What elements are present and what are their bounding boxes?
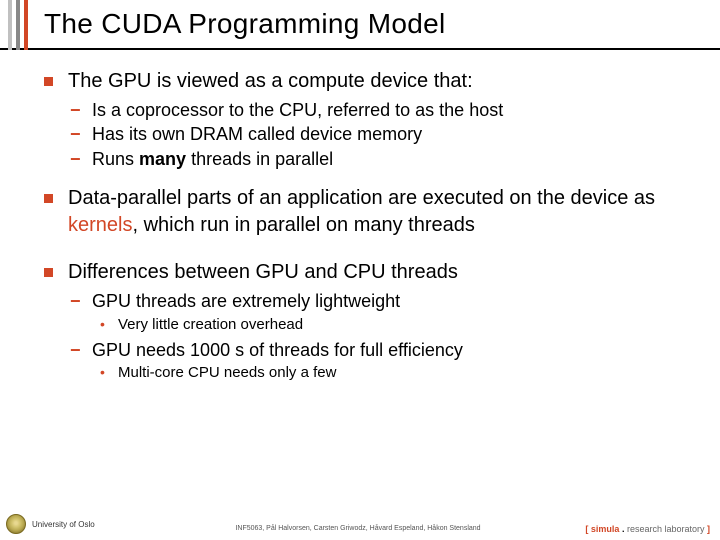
bullet-level3: Very little creation overhead xyxy=(48,315,692,335)
title-decoration xyxy=(8,0,36,48)
title-bar: The CUDA Programming Model xyxy=(0,0,720,50)
text: GPU threads are extremely lightweight xyxy=(92,291,400,311)
sub-list-2: Multi-core CPU needs only a few xyxy=(48,363,692,383)
bullet-level2: Has its own DRAM called device memory xyxy=(48,123,692,146)
bullet-level1: Differences between GPU and CPU threads xyxy=(48,259,692,286)
text: , which run in parallel on many threads xyxy=(132,214,474,236)
text: Is a coprocessor to the CPU, referred to… xyxy=(92,100,469,120)
footer: University of Oslo INF5063, Pål Halvorse… xyxy=(0,514,720,534)
text: Differences between GPU and CPU threads xyxy=(68,261,458,283)
deco-bar-2 xyxy=(16,0,20,50)
text: GPU needs 1000 s of threads for full eff… xyxy=(92,340,463,360)
bullet-level1: Data-parallel parts of an application ar… xyxy=(48,185,692,239)
text: Runs xyxy=(92,149,139,169)
bullet-level3: Multi-core CPU needs only a few xyxy=(48,363,692,383)
text: in parallel xyxy=(251,149,333,169)
emphasis-threads: threads xyxy=(191,149,251,169)
text: that: xyxy=(428,70,472,92)
footer-affiliation: University of Oslo xyxy=(32,520,95,529)
emphasis-device: device xyxy=(370,70,428,92)
footer-right: [ simula . research laboratory ] xyxy=(580,524,710,534)
emphasis-device-memory: device memory xyxy=(300,124,422,144)
university-seal-icon xyxy=(6,514,26,534)
text: Has its own DRAM called xyxy=(92,124,300,144)
text: Very little creation overhead xyxy=(118,316,303,333)
simula-rest: research laboratory xyxy=(627,524,705,534)
text: Multi-core CPU needs only a few xyxy=(118,364,336,381)
simula-name: simula xyxy=(591,524,620,534)
bold-many: many xyxy=(139,149,186,169)
sub-list-2: Very little creation overhead xyxy=(48,315,692,335)
bullet-level2: Is a coprocessor to the CPU, referred to… xyxy=(48,99,692,122)
deco-bar-1 xyxy=(8,0,12,50)
text: Data-parallel parts of an application ar… xyxy=(68,187,655,209)
sub-list: GPU threads are extremely lightweight Ve… xyxy=(48,290,692,383)
deco-bar-3 xyxy=(24,0,28,50)
emphasis-kernels: kernels xyxy=(68,214,132,236)
bullet-level2: Runs many threads in parallel xyxy=(48,148,692,171)
sub-list: Is a coprocessor to the CPU, referred to… xyxy=(48,99,692,171)
simula-dot: . xyxy=(619,524,627,534)
footer-left: University of Oslo xyxy=(6,514,136,534)
emphasis-host: host xyxy=(469,100,503,120)
bullet-level1: The GPU is viewed as a compute device th… xyxy=(48,68,692,95)
slide-title: The CUDA Programming Model xyxy=(44,8,720,40)
footer-center-credits: INF5063, Pål Halvorsen, Carsten Griwodz,… xyxy=(136,525,580,534)
bracket-close: ] xyxy=(705,524,711,534)
slide-content: The GPU is viewed as a compute device th… xyxy=(0,68,720,383)
bullet-level2: GPU needs 1000 s of threads for full eff… xyxy=(48,339,692,362)
text: The GPU is viewed as a compute xyxy=(68,70,370,92)
bullet-level2: GPU threads are extremely lightweight xyxy=(48,290,692,313)
